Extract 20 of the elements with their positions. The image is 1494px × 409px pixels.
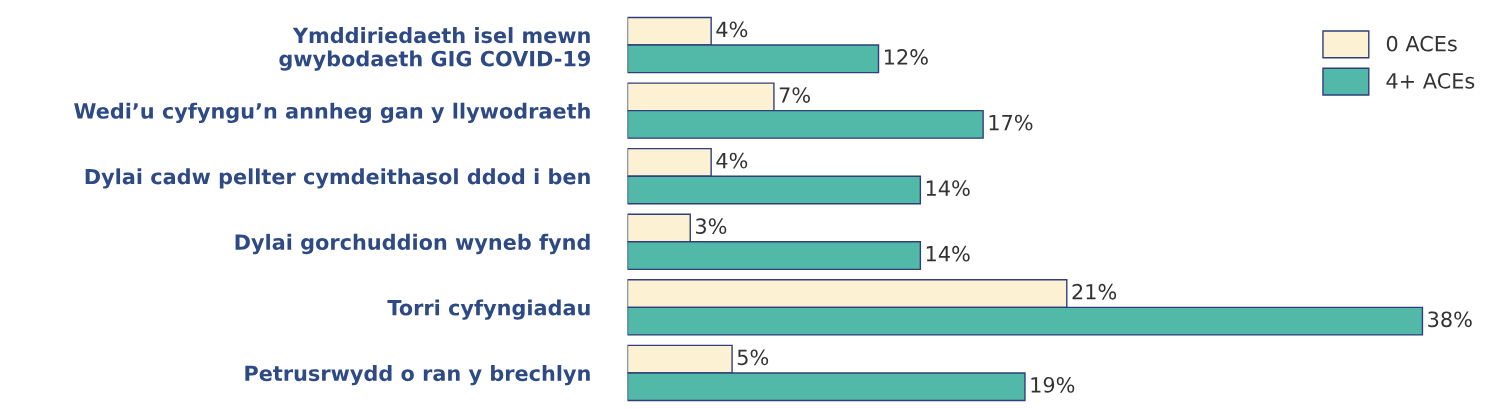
data-label: 5%	[737, 349, 769, 366]
data-label: 17%	[989, 114, 1033, 131]
y-tick-label: Dylai gorchuddion wyneb fynd	[235, 233, 590, 255]
data-label: 3%	[696, 218, 727, 235]
data-label: 21%	[1072, 283, 1117, 300]
data-label: 4%	[716, 21, 748, 38]
y-tick-label: Ymddiriedaeth isel mewn gwybodaeth GIG COVID-19	[279, 27, 591, 71]
data-label: 38%	[1428, 311, 1472, 328]
data-label: 14%	[926, 180, 970, 197]
legend-label: 0 ACEs	[1386, 35, 1457, 52]
data-label: 12%	[884, 49, 928, 65]
y-tick-label: Dylai cadw pellter cymdeithasol ddod i ben	[85, 168, 590, 189]
data-label: 7%	[779, 87, 810, 103]
data-label: 14%	[926, 245, 970, 262]
y-tick-label: Petrusrwydd o ran y brechlyn	[245, 365, 590, 386]
data-label: 4%	[716, 152, 748, 169]
y-tick-label: Wedi’u cyfyngu’n annheg gan y llywodraeth	[74, 102, 590, 124]
y-tick-label: Torri cyfyngiadau	[387, 299, 590, 320]
legend-label: 4+ ACEs	[1386, 72, 1475, 89]
data-label: 19%	[1031, 376, 1075, 393]
